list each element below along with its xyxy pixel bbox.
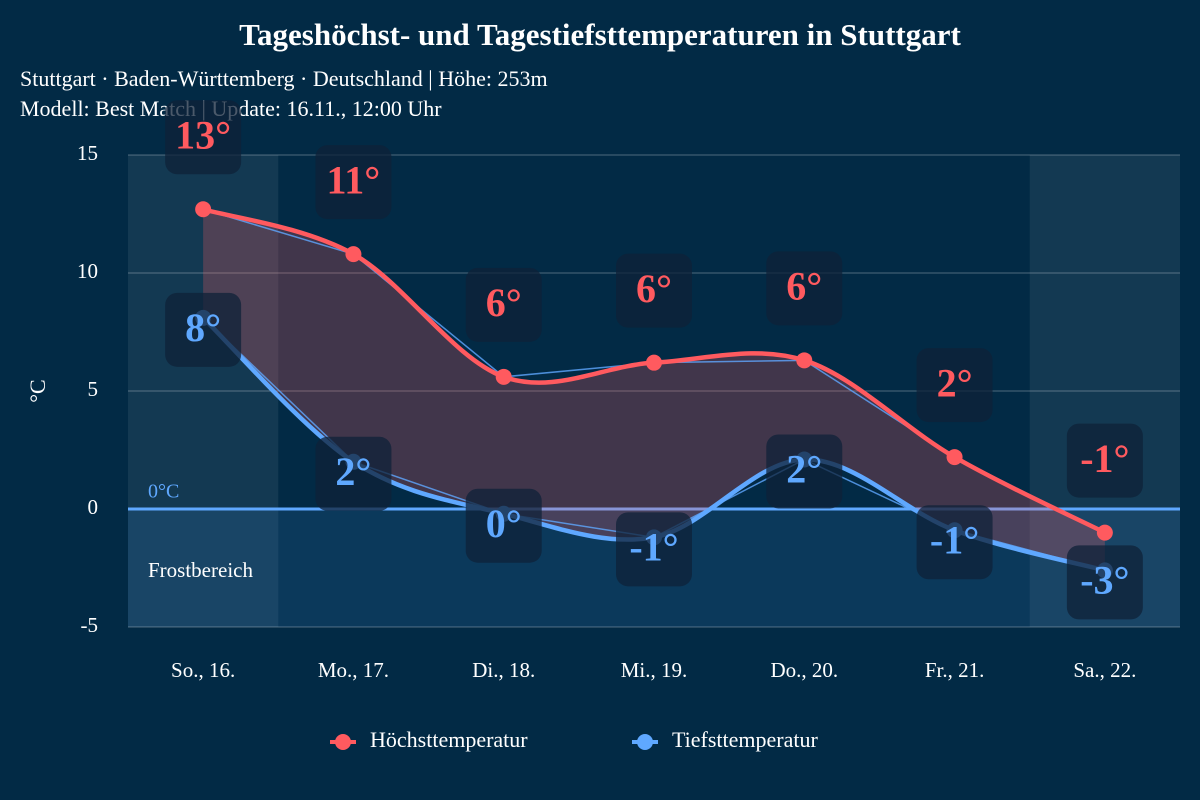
y-tick-label: 0: [88, 495, 99, 519]
legend-marker: [637, 734, 653, 750]
x-tick-label: So., 16.: [171, 658, 235, 682]
y-axis-label: °C: [25, 379, 50, 402]
label-box: [1066, 423, 1143, 498]
value-label: 6°: [636, 266, 672, 311]
point: [796, 352, 813, 369]
zero-label: 0°C: [148, 481, 179, 503]
label-box: [616, 253, 692, 328]
range-area: [203, 209, 1105, 571]
point: [495, 368, 512, 385]
label-box: [465, 488, 542, 563]
value-label: 2°: [786, 447, 822, 492]
value-label: 6°: [486, 280, 522, 325]
value-label: 8°: [185, 305, 221, 350]
value-label: -1°: [1080, 436, 1129, 481]
value-label: 2°: [937, 360, 973, 405]
value-label: 11°: [327, 157, 381, 202]
label-box: [916, 505, 993, 580]
label-box: [315, 436, 392, 511]
y-tick-label: 5: [88, 377, 99, 401]
point: [1096, 524, 1113, 541]
point: [195, 201, 212, 218]
value-label: 6°: [786, 263, 822, 308]
label-box: [465, 267, 542, 342]
frost-label: Frostbereich: [148, 558, 253, 582]
point: [345, 246, 362, 263]
value-label: 0°: [486, 501, 522, 546]
chart-title: Tageshöchst- und Tagestiefsttemperaturen…: [239, 17, 961, 52]
value-label: -3°: [1080, 558, 1129, 603]
y-tick-label: -5: [81, 613, 99, 637]
label-box: [916, 348, 993, 423]
point: [646, 354, 662, 371]
weekend-band: [128, 155, 279, 627]
x-tick-label: Di., 18.: [472, 658, 535, 682]
label-box: [766, 251, 843, 326]
x-tick-label: Mi., 19.: [621, 658, 688, 682]
y-tick-label: 10: [77, 259, 98, 283]
x-tick-label: Fr., 21.: [925, 658, 985, 682]
y-tick-label: 15: [77, 141, 98, 165]
value-label: 2°: [335, 449, 371, 494]
value-label: -1°: [629, 524, 678, 569]
label-box: [165, 100, 242, 175]
value-label: -1°: [930, 517, 979, 562]
label-box: [766, 434, 843, 509]
legend-marker: [335, 734, 351, 750]
label-box: [315, 145, 392, 220]
x-tick-label: Sa., 22.: [1073, 658, 1136, 682]
legend-label: Tiefsttemperatur: [672, 727, 818, 752]
x-tick-label: Mo., 17.: [318, 658, 389, 682]
value-label: 13°: [175, 112, 231, 157]
legend-label: Höchsttemperatur: [370, 727, 528, 752]
point: [946, 449, 963, 466]
x-tick-label: Do., 20.: [770, 658, 838, 682]
label-box: [616, 512, 692, 587]
label-box: [165, 292, 242, 367]
label-box: [1066, 545, 1143, 620]
subtitle: Stuttgart · Baden-Württemberg · Deutschl…: [20, 66, 548, 91]
